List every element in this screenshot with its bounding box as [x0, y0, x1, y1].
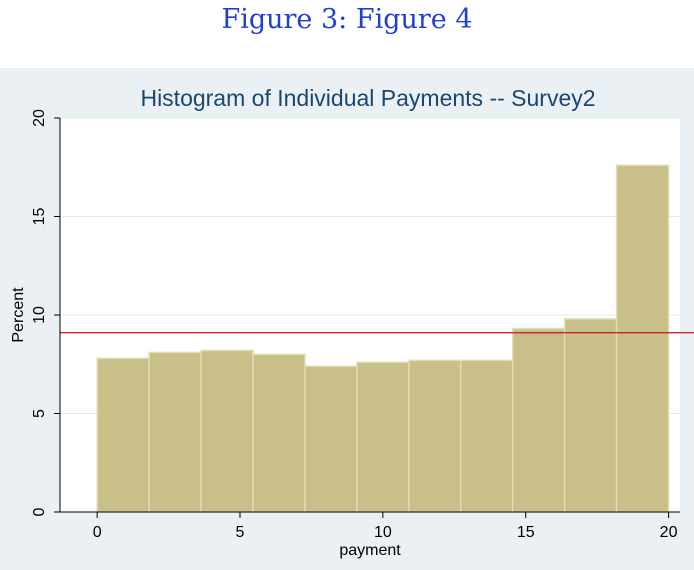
x-axis-ticks: 0 5 10 15 20 — [93, 512, 678, 541]
histogram-bar — [304, 365, 358, 513]
x-tick-label: 10 — [374, 524, 392, 541]
y-tick-label: 15 — [31, 208, 48, 226]
histogram-bar — [615, 164, 670, 513]
x-tick-label: 0 — [93, 524, 102, 541]
histogram-bar — [356, 361, 410, 513]
x-tick-label: 20 — [660, 524, 678, 541]
histogram-bar — [511, 328, 566, 513]
chart-title: Histogram of Individual Payments -- Surv… — [140, 85, 595, 111]
histogram-bar — [148, 351, 202, 513]
x-tick-label: 15 — [517, 524, 535, 541]
y-tick-label: 5 — [31, 409, 48, 418]
x-tick-label: 5 — [236, 524, 245, 541]
y-axis-ticks: 0 5 10 15 20 — [31, 109, 60, 516]
histogram-bar — [563, 318, 618, 513]
x-axis-label: payment — [339, 542, 401, 559]
y-tick-label: 10 — [31, 306, 48, 324]
histogram-bar — [460, 359, 514, 513]
y-tick-label: 20 — [31, 109, 48, 127]
histogram-bar — [252, 353, 306, 513]
histogram-bar — [96, 357, 150, 513]
histogram-bar — [408, 359, 462, 513]
bars — [96, 164, 670, 513]
y-axis-label: Percent — [10, 287, 27, 343]
figure-caption: Figure 3: Figure 4 — [221, 4, 473, 35]
histogram-bar — [200, 349, 254, 513]
y-tick-label: 0 — [31, 507, 48, 516]
